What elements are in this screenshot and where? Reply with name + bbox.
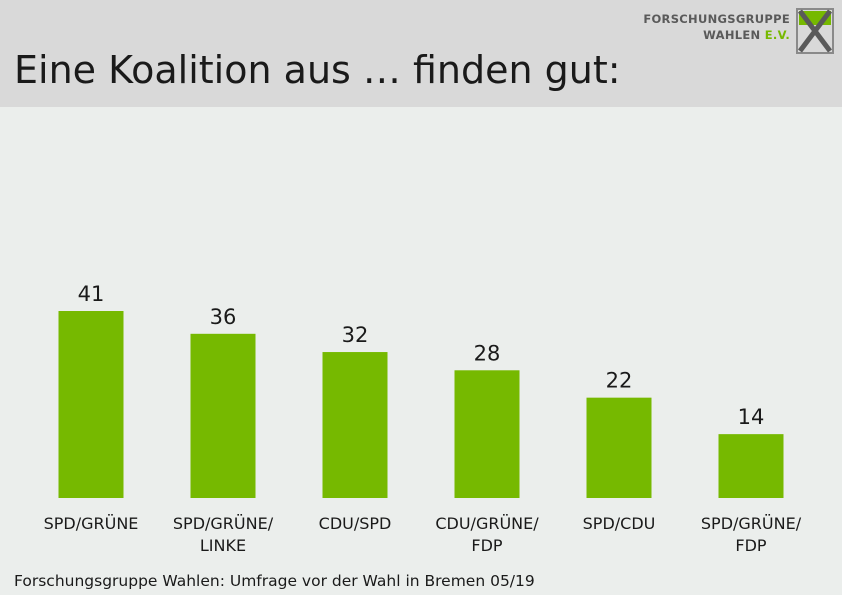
category-label-1-line-0: SPD/GRÜNE/ (173, 514, 274, 533)
value-label-1: 36 (210, 305, 237, 329)
category-label-3-line-0: CDU/GRÜNE/ (435, 514, 539, 533)
category-label-5-line-0: SPD/GRÜNE/ (701, 514, 802, 533)
value-label-0: 41 (78, 282, 105, 306)
category-label-5-line-1: FDP (735, 536, 767, 555)
logo-line-2-main: WAHLEN (703, 28, 761, 42)
category-label-3-line-1: FDP (471, 536, 503, 555)
category-label-2-line-0: CDU/SPD (319, 514, 392, 533)
value-label-2: 32 (342, 323, 369, 347)
logo-line-2: WAHLEN E.V. (643, 27, 790, 43)
logo-x-icon (796, 8, 834, 54)
bar-5 (718, 434, 784, 498)
logo-text: FORSCHUNGSGRUPPE WAHLEN E.V. (643, 11, 790, 43)
header-band: Eine Koalition aus … finden gut: FORSCHU… (0, 0, 842, 107)
page-title: Eine Koalition aus … finden gut: (14, 48, 621, 92)
source-note: Forschungsgruppe Wahlen: Umfrage vor der… (14, 572, 535, 590)
bar-1 (190, 333, 256, 498)
category-label-0-line-0: SPD/GRÜNE (44, 514, 139, 533)
category-label-1-line-1: LINKE (200, 536, 246, 555)
bar-0 (58, 311, 124, 498)
value-label-4: 22 (606, 369, 633, 393)
value-label-3: 28 (474, 341, 501, 365)
value-label-5: 14 (738, 405, 765, 429)
logo-line-1: FORSCHUNGSGRUPPE (643, 12, 790, 26)
bar-4 (586, 397, 652, 498)
bar-3 (454, 370, 520, 498)
bar-2 (322, 352, 388, 498)
category-label-4-line-0: SPD/CDU (583, 514, 656, 533)
bar-chart: 41 SPD/GRÜNE 36 SPD/GRÜNE/LINKE 32 CDU/SPD 28 C… (44, 282, 802, 555)
logo-line-2-suffix: E.V. (764, 28, 790, 42)
